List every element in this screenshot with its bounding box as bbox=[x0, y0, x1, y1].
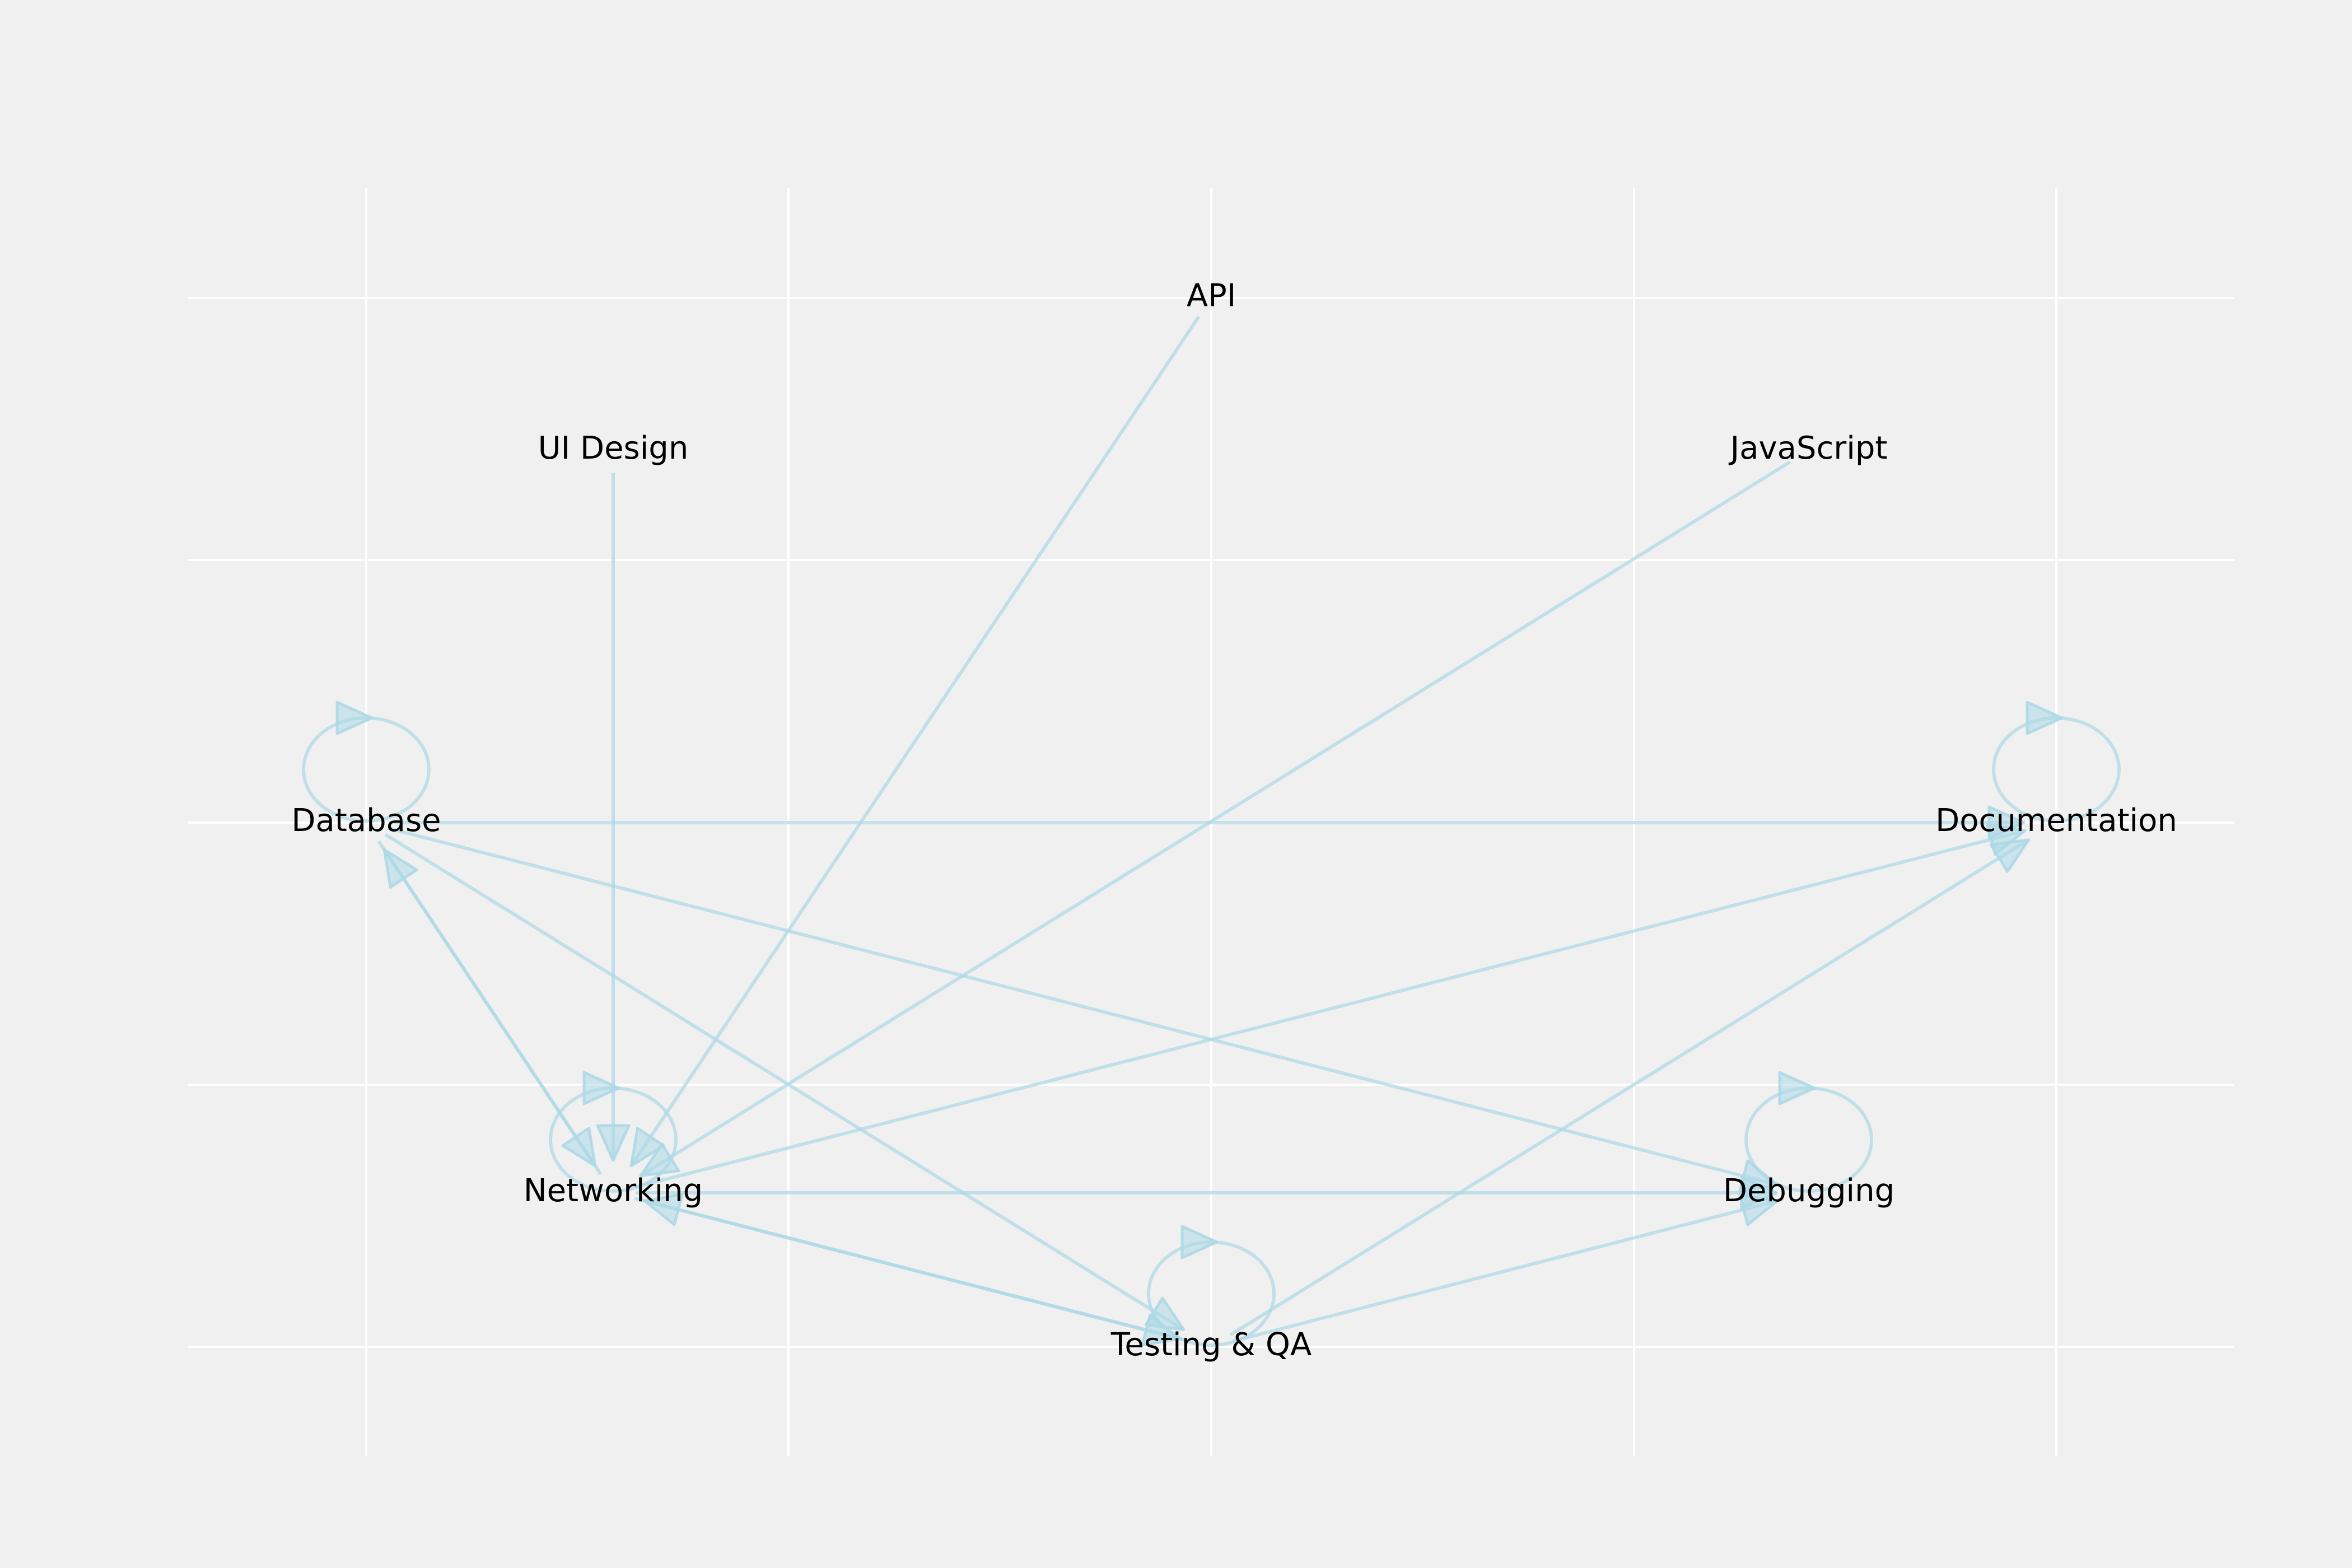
edge-javascript-to-networking bbox=[640, 460, 1791, 1177]
arrowhead-testing_qa-to-debugging bbox=[1738, 1193, 1779, 1226]
arrowhead-ui_design-to-networking bbox=[596, 1124, 631, 1162]
node-label-ui-design: UI Design bbox=[538, 430, 689, 466]
arrowhead-documentation-loop bbox=[2026, 701, 2064, 735]
node-label-networking: Networking bbox=[524, 1173, 703, 1209]
arrowhead-testing_qa-loop bbox=[1180, 1225, 1219, 1259]
arrowhead-database-loop bbox=[335, 701, 374, 735]
edge-database-to-debugging bbox=[387, 827, 1778, 1187]
edge-database-to-testing_qa bbox=[384, 833, 1185, 1331]
arrowhead-testing_qa-to-documentation bbox=[1989, 838, 2031, 873]
labels-layer: API UI Design JavaScript Database Documentat… bbox=[291, 278, 2177, 1363]
edge-api-to-networking bbox=[629, 315, 1201, 1167]
edges-layer bbox=[302, 315, 2121, 1347]
arrowhead-networking-to-database bbox=[382, 848, 418, 889]
node-label-documentation: Documentation bbox=[1935, 802, 2177, 839]
arrowhead-testing_qa-to-networking bbox=[643, 1193, 684, 1226]
edge-testing_qa-to-documentation bbox=[1229, 838, 2030, 1337]
node-label-debugging: Debugging bbox=[1723, 1173, 1894, 1209]
node-label-database: Database bbox=[291, 802, 441, 839]
node-label-javascript: JavaScript bbox=[1729, 430, 1888, 466]
arrowhead-networking-loop bbox=[582, 1071, 620, 1105]
edge-testing_qa-to-debugging bbox=[1232, 1199, 1778, 1343]
arrowhead-api-to-networking bbox=[629, 1127, 665, 1168]
node-label-testing-qa: Testing & QA bbox=[1110, 1327, 1312, 1363]
arrowhead-debugging-loop bbox=[1778, 1071, 1816, 1105]
edge-networking-to-database bbox=[382, 848, 603, 1175]
edge-testing_qa-to-networking bbox=[644, 1199, 1191, 1343]
edge-networking-to-documentation bbox=[634, 829, 2026, 1189]
node-label-api: API bbox=[1187, 278, 1236, 314]
